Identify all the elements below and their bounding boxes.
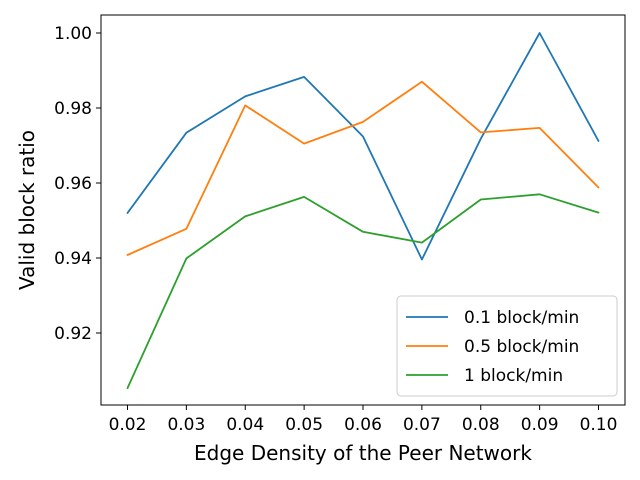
x-tick-label: 0.06 bbox=[344, 415, 382, 435]
y-tick-label: 0.98 bbox=[54, 99, 92, 119]
x-tick-label: 0.08 bbox=[462, 415, 500, 435]
series-layer bbox=[126, 32, 600, 390]
y-tick-label: 0.96 bbox=[54, 174, 92, 194]
x-tick-label: 0.07 bbox=[403, 415, 441, 435]
y-axis-label: Valid block ratio bbox=[15, 130, 39, 290]
series-line-1 bbox=[126, 32, 600, 261]
series-line-2 bbox=[126, 80, 600, 256]
series-line-3 bbox=[126, 193, 600, 390]
legend: 0.1 block/min 0.5 block/min 1 block/min bbox=[396, 295, 618, 397]
x-tick-label: 0.03 bbox=[167, 415, 205, 435]
x-axis-label: Edge Density of the Peer Network bbox=[194, 441, 532, 465]
x-tick-label: 0.05 bbox=[285, 415, 323, 435]
x-tick-label: 0.10 bbox=[580, 415, 618, 435]
legend-label-3: 1 block/min bbox=[464, 366, 563, 386]
x-tick-label: 0.09 bbox=[521, 415, 559, 435]
x-tick-label: 0.04 bbox=[226, 415, 264, 435]
ticks-layer: 0.02 0.03 0.04 0.05 0.06 0.07 0.08 0.09 0.10 0.92… bbox=[54, 24, 617, 435]
y-tick-label: 1.00 bbox=[54, 24, 92, 44]
y-tick-label: 0.92 bbox=[54, 324, 92, 344]
y-tick-label: 0.94 bbox=[54, 249, 92, 269]
legend-label-2: 0.5 block/min bbox=[464, 337, 579, 357]
x-tick-label: 0.02 bbox=[109, 415, 147, 435]
legend-label-1: 0.1 block/min bbox=[464, 308, 579, 328]
legend-box bbox=[396, 295, 618, 397]
